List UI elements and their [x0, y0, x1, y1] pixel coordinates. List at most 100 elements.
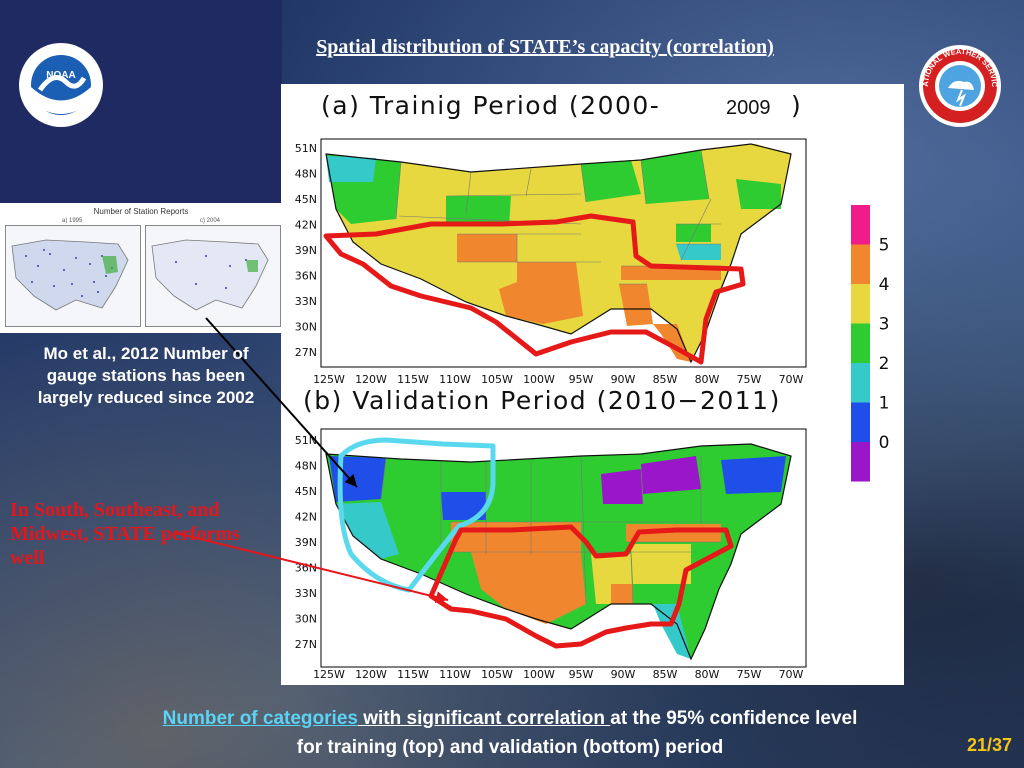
lon-label: 100W	[523, 373, 555, 386]
caption-part3: at the 95% confidence level	[610, 708, 858, 729]
station-map-2004	[145, 225, 281, 327]
caption-part4: for training (top) and validation (botto…	[296, 737, 724, 758]
lon-label: 85W	[653, 373, 678, 386]
station-figure-title: Number of Station Reports	[93, 207, 189, 216]
panel-b-region-wisconsin	[601, 469, 643, 504]
lon-label: 110W	[439, 668, 471, 681]
colorbar-label: 2	[879, 354, 890, 374]
performance-note: In South, Southeast, and Midwest, STATE …	[10, 499, 240, 569]
panel-a: (a) Trainig Period (2000- 2009 )	[320, 91, 807, 368]
nws-logo: NATIONAL WEATHER SERVICE	[918, 44, 1001, 127]
lat-label: 48N	[295, 168, 317, 181]
colorbar-swatch	[851, 205, 870, 245]
panel-b-highlight-outline	[428, 524, 734, 649]
slide-title: Spatial distribution of STATE’s capacity…	[316, 36, 774, 58]
lon-label: 120W	[355, 668, 387, 681]
figure-caption: Number of categories with significant co…	[30, 704, 990, 762]
panel-b-region-florida	[653, 604, 691, 659]
panel-a-us-outline	[325, 143, 792, 364]
panel-a-region-texas	[499, 262, 583, 324]
lat-label: 36N	[295, 562, 317, 575]
lon-label: 125W	[313, 668, 345, 681]
station-map-1995	[5, 225, 141, 327]
colorbar-label: 5	[879, 236, 890, 256]
lon-label: 85W	[653, 668, 678, 681]
panel-a-region-alabama	[619, 284, 653, 326]
panel-a-region-nebraska	[511, 194, 581, 226]
panel-a-region-northeast	[701, 144, 786, 199]
lon-label: 70W	[779, 373, 804, 386]
panel-a-region-washington	[326, 156, 376, 182]
panel-a-region-north-dakota	[471, 169, 531, 199]
panel-a-title-suffix: )	[791, 91, 801, 120]
panel-b-axis-labels: 51N 48N 45N 42N 39N 36N 33N 30N 27N 125W 120W 115W 1…	[295, 434, 804, 681]
colorbar-label: 0	[879, 433, 890, 453]
caption-highlight: Number of categories	[162, 708, 358, 729]
lat-label: 45N	[295, 193, 317, 206]
lon-label: 115W	[397, 668, 429, 681]
colorbar-swatch	[851, 284, 870, 324]
panel-a-region-mid-atlantic	[736, 179, 781, 209]
colorbar-label: 1	[879, 394, 890, 414]
panel-b-region-alabama	[611, 584, 633, 604]
lat-label: 36N	[295, 270, 317, 283]
noaa-logo: NOAA	[19, 43, 103, 127]
lat-label: 48N	[295, 460, 317, 473]
lon-label: 80W	[695, 373, 720, 386]
lon-label: 90W	[611, 668, 636, 681]
slide-number: 21/37	[966, 735, 1012, 755]
colorbar-swatch	[851, 402, 870, 442]
lon-label: 125W	[313, 373, 345, 386]
colorbar-label: 3	[879, 315, 890, 335]
panel-a-region-minnesota	[581, 160, 641, 202]
lon-label: 70W	[779, 668, 804, 681]
panel-a-highlight-outline	[323, 213, 746, 365]
panel-a-title-prefix: (a) Trainig Period (2000-	[321, 91, 660, 120]
lat-label: 39N	[295, 536, 317, 549]
lon-label: 105W	[481, 373, 513, 386]
lat-label: 27N	[295, 638, 317, 651]
panel-a-region-virginia	[676, 244, 721, 260]
lon-label: 100W	[523, 668, 555, 681]
panel-b: (b) Validation Period (2010−2011)	[303, 386, 807, 668]
station-label-c: c) 2004	[200, 218, 221, 224]
colorbar-swatch	[851, 363, 870, 403]
lat-label: 33N	[295, 587, 317, 600]
panel-b-region-southeast	[631, 544, 691, 584]
panel-b-region-northwest	[329, 456, 386, 502]
panel-b-region-texas	[471, 552, 586, 624]
lon-label: 75W	[737, 373, 762, 386]
lon-label: 90W	[611, 373, 636, 386]
station-label-a: a) 1995	[62, 218, 83, 224]
lon-label: 115W	[397, 373, 429, 386]
lat-label: 30N	[295, 613, 317, 626]
lon-label: 105W	[481, 668, 513, 681]
correlation-map-figure: (a) Trainig Period (2000- 2009 )	[281, 84, 904, 685]
colorbar-swatch	[851, 442, 870, 482]
lon-label: 75W	[737, 668, 762, 681]
panel-b-title: (b) Validation Period (2010−2011)	[303, 386, 781, 415]
lat-label: 30N	[295, 321, 317, 334]
colorbar-swatch	[851, 244, 870, 284]
lon-label: 80W	[695, 668, 720, 681]
lon-label: 110W	[439, 373, 471, 386]
station-reports-figure: Number of Station Reports a) 1995 c) 200…	[0, 203, 282, 333]
noaa-logo-text: NOAA	[46, 70, 75, 81]
panel-a-region-ohio-valley	[676, 224, 711, 242]
lat-label: 27N	[295, 346, 317, 359]
colorbar-swatch	[851, 323, 870, 363]
lat-label: 51N	[295, 142, 317, 155]
panel-a-region-great-lakes	[641, 150, 709, 204]
lat-label: 33N	[295, 295, 317, 308]
lon-label: 95W	[569, 373, 594, 386]
caption-part2: with significant correlation	[357, 708, 611, 729]
panel-b-region-wyoming	[441, 492, 486, 520]
panel-a-region-colorado	[457, 234, 517, 262]
panel-a-title-year: 2009	[726, 97, 771, 119]
colorbar-label: 4	[879, 275, 890, 295]
gauge-note: Mo et al., 2012 Number of gauge stations…	[37, 344, 255, 407]
panel-b-region-northeast	[721, 456, 786, 494]
lon-label: 95W	[569, 668, 594, 681]
lat-label: 39N	[295, 244, 317, 257]
lon-label: 120W	[355, 373, 387, 386]
